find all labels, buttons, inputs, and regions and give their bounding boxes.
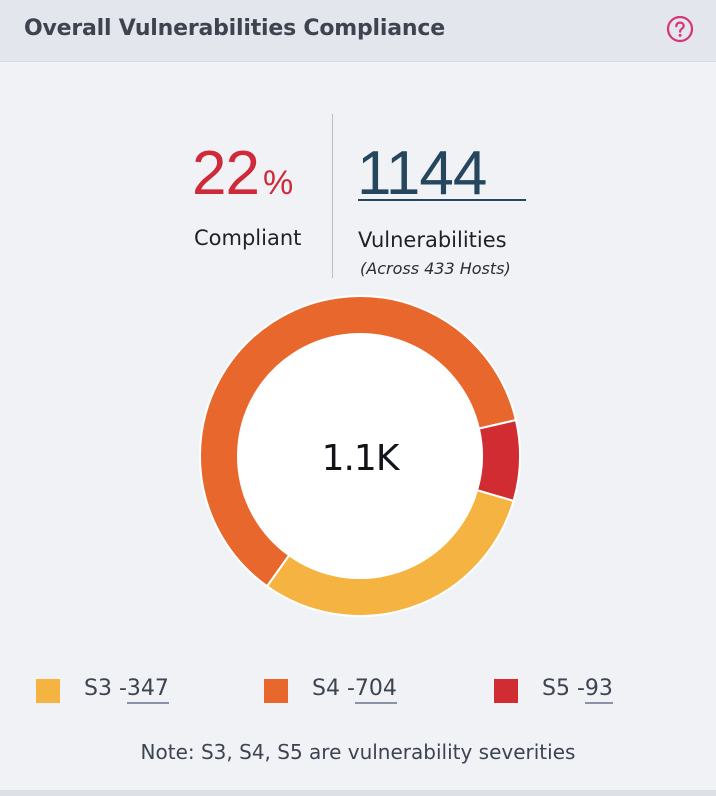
legend-label: S3 -347 bbox=[84, 676, 169, 704]
vulnerability-count-underline bbox=[358, 199, 526, 201]
stats-divider bbox=[332, 114, 333, 278]
question-circle-icon[interactable] bbox=[666, 15, 694, 43]
severity-note: Note: S3, S4, S5 are vulnerability sever… bbox=[140, 740, 576, 764]
hosts-subtitle: (Across 433 Hosts) bbox=[360, 259, 511, 278]
widget-header: Overall Vulnerabilities Compliance bbox=[0, 0, 716, 62]
severity-donut-chart: 1.1K bbox=[199, 295, 521, 617]
compliance-percent: 22% bbox=[192, 138, 293, 209]
widget-title: Overall Vulnerabilities Compliance bbox=[24, 16, 445, 41]
legend-value[interactable]: 93 bbox=[584, 676, 613, 704]
donut-hole bbox=[239, 335, 481, 577]
legend-value[interactable]: 347 bbox=[126, 676, 169, 704]
legend-swatch-s3 bbox=[36, 679, 60, 703]
legend-separator: - bbox=[339, 676, 355, 701]
legend-separator: - bbox=[569, 676, 585, 701]
legend-label: S5 -93 bbox=[542, 676, 613, 704]
compliant-label: Compliant bbox=[194, 226, 302, 250]
legend-series-name: S5 bbox=[542, 676, 570, 701]
legend-label: S4 -704 bbox=[312, 676, 397, 704]
donut-slice-s3[interactable] bbox=[265, 489, 515, 617]
legend-value[interactable]: 704 bbox=[354, 676, 397, 704]
vulnerabilities-label: Vulnerabilities bbox=[358, 228, 507, 252]
donut-center-label: 1.1K bbox=[322, 438, 401, 479]
donut-slice-s5[interactable] bbox=[475, 418, 521, 503]
compliance-percent-value: 22 bbox=[192, 139, 260, 208]
bottom-border bbox=[0, 790, 716, 796]
legend-swatch-s4 bbox=[264, 679, 288, 703]
vulnerability-count[interactable]: 1144 bbox=[357, 139, 487, 208]
legend-series-name: S4 bbox=[312, 676, 340, 701]
legend-separator: - bbox=[111, 676, 127, 701]
percent-sign: % bbox=[262, 164, 294, 202]
legend-series-name: S3 bbox=[84, 676, 112, 701]
donut-slice-s4[interactable] bbox=[199, 295, 518, 588]
legend-swatch-s5 bbox=[494, 679, 518, 703]
